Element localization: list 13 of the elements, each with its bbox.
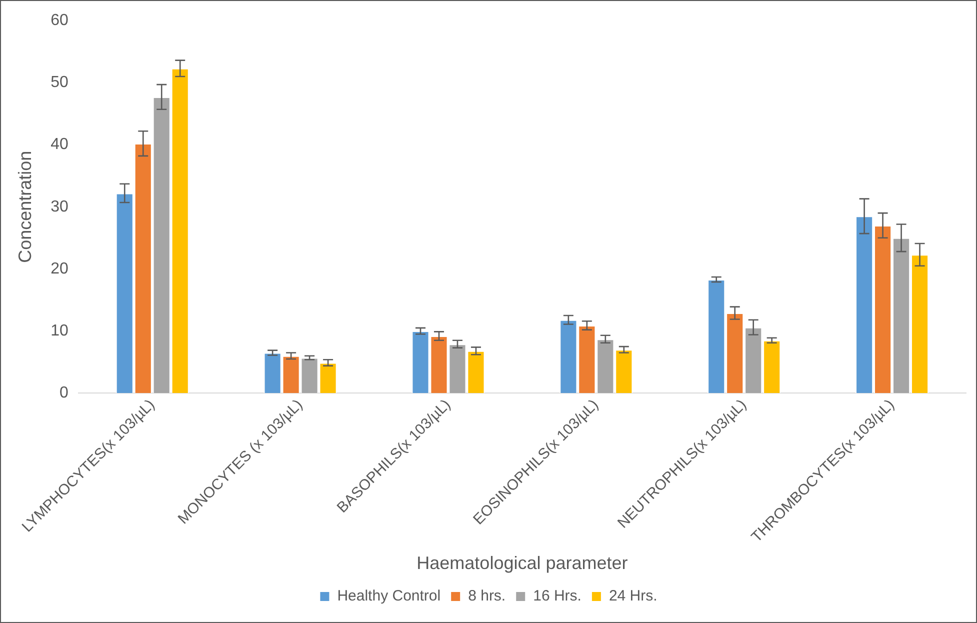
legend-label: 8 hrs. <box>468 588 506 605</box>
legend-label: Healthy Control <box>337 588 441 605</box>
y-tick-label: 60 <box>50 12 68 30</box>
x-axis-title: Haematological parameter <box>416 553 628 574</box>
legend-label: 24 Hrs. <box>608 588 658 605</box>
y-tick-label: 50 <box>50 74 68 92</box>
y-tick-label: 40 <box>50 136 68 154</box>
y-tick-label: 20 <box>50 260 68 278</box>
y-tick-label: 0 <box>59 384 68 402</box>
y-axis-title: Concentration <box>14 150 35 263</box>
y-tick-label: 10 <box>50 322 68 340</box>
y-tick-label: 30 <box>50 198 68 216</box>
legend-label: 16 Hrs. <box>533 588 582 605</box>
